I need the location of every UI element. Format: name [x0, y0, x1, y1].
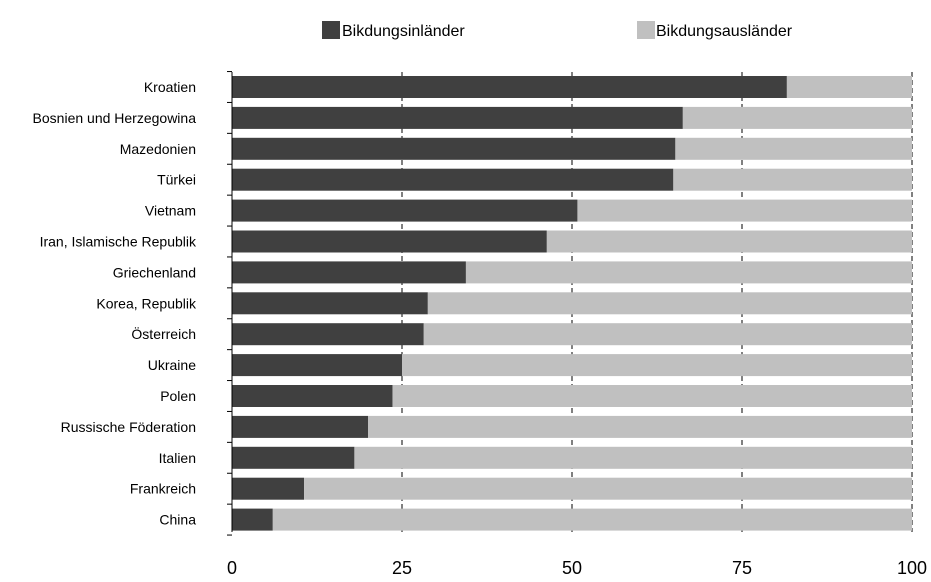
legend-label-inlaender: Bikdungsinländer — [342, 23, 465, 40]
bar-auslaender-6 — [465, 261, 912, 284]
category-label: Iran, Islamische Republik — [40, 234, 197, 250]
legend-swatch-auslaender — [637, 21, 655, 39]
bar-auslaender-3 — [673, 168, 912, 191]
bar-auslaender-7 — [427, 292, 912, 315]
category-labels: Kroatien Bosnien und Herzegowina Mazedonie… — [33, 79, 197, 528]
category-label: Russische Föderation — [61, 419, 196, 435]
bar-inlaender-2 — [232, 137, 676, 160]
category-label: Ukraine — [148, 357, 196, 373]
bar-inlaender-1 — [232, 106, 683, 129]
category-label: Mazedonien — [120, 141, 196, 157]
category-label: Italien — [159, 450, 196, 466]
bar-inlaender-4 — [232, 199, 578, 222]
bar-inlaender-3 — [232, 168, 674, 191]
x-tick-label: 0 — [227, 558, 237, 577]
bar-auslaender-11 — [368, 415, 912, 438]
bar-auslaender-0 — [786, 76, 912, 98]
bar-inlaender-9 — [232, 354, 402, 377]
category-label: Kroatien — [144, 79, 196, 95]
bar-inlaender-14 — [232, 508, 273, 531]
bar-auslaender-13 — [304, 477, 913, 500]
category-label: Polen — [160, 388, 196, 404]
bar-auslaender-2 — [675, 137, 912, 160]
legend-swatch-inlaender — [322, 21, 340, 39]
x-tick-label: 75 — [732, 558, 752, 577]
bar-inlaender-0 — [232, 76, 787, 98]
bar-auslaender-10 — [392, 385, 913, 407]
category-label: Türkei — [157, 172, 196, 188]
bar-inlaender-13 — [232, 477, 305, 500]
bar-inlaender-12 — [232, 446, 355, 469]
bar-inlaender-6 — [232, 261, 466, 284]
x-tick-label: 50 — [562, 558, 582, 577]
x-tick-labels: 0 25 50 75 100 — [227, 558, 927, 578]
category-label: Griechenland — [113, 264, 196, 280]
axis — [227, 71, 233, 536]
bar-inlaender-5 — [232, 230, 547, 253]
legend: Bikdungsinländer Bikdungsausländer — [322, 21, 793, 40]
x-tick-label: 100 — [897, 558, 927, 577]
bar-inlaender-11 — [232, 415, 368, 438]
category-label: Bosnien und Herzegowina — [33, 110, 197, 126]
bar-auslaender-9 — [402, 354, 912, 377]
bar-inlaender-7 — [232, 292, 428, 315]
bar-auslaender-14 — [272, 508, 912, 531]
bar-auslaender-4 — [577, 199, 912, 222]
bar-inlaender-10 — [232, 385, 393, 407]
x-tick-label: 25 — [392, 558, 412, 577]
bar-auslaender-8 — [423, 323, 912, 346]
bar-auslaender-12 — [354, 446, 912, 469]
bar-inlaender-8 — [232, 323, 424, 346]
bar-auslaender-1 — [682, 106, 912, 129]
category-label: Österreich — [131, 325, 196, 342]
category-label: Frankreich — [130, 481, 196, 497]
bars — [232, 76, 913, 531]
category-label: China — [159, 512, 196, 528]
legend-label-auslaender: Bikdungsausländer — [656, 23, 793, 40]
category-label: Vietnam — [145, 203, 196, 219]
category-label: Korea, Republik — [96, 295, 197, 311]
bar-auslaender-5 — [546, 230, 912, 253]
